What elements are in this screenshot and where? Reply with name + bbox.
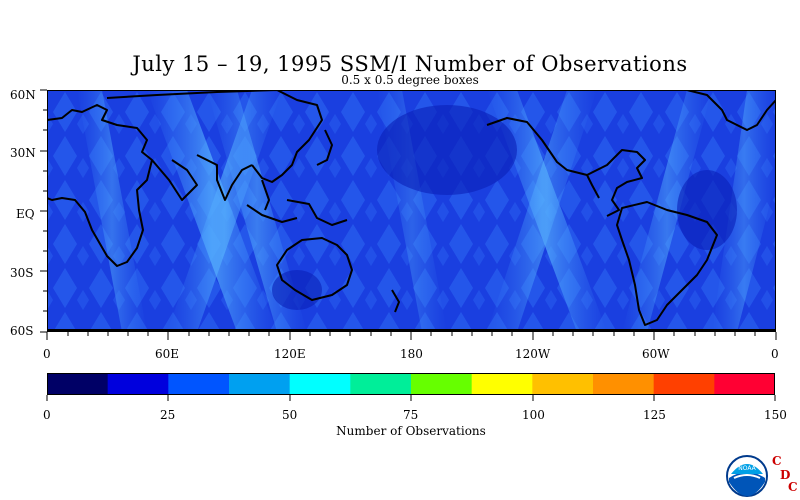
- lon-label-120e: 120E: [274, 347, 306, 361]
- colorbar-tick-50: 50: [282, 408, 298, 422]
- colorbar-title: Number of Observations: [336, 424, 486, 438]
- logo-letter-c2: C: [788, 480, 798, 494]
- lon-label-0: 0: [43, 347, 51, 361]
- colorbar-swatch: [653, 373, 715, 395]
- noaa-cdc-logo: NOAA C D C: [726, 454, 798, 497]
- coastlines: [47, 90, 776, 331]
- colorbar-frame: [47, 373, 775, 395]
- colorbar-swatch: [714, 373, 775, 395]
- colorbar-tick-0: 0: [43, 408, 51, 422]
- lon-label-60w: 60W: [642, 347, 670, 361]
- lat-label-30n: 30N: [10, 146, 36, 160]
- logo-letter-d: D: [780, 468, 790, 482]
- colorbar-swatch: [289, 373, 351, 395]
- colorbar-tick-125: 125: [643, 408, 666, 422]
- colorbar-swatch: [471, 373, 533, 395]
- colorbar-swatch: [411, 373, 473, 395]
- observation-map: [47, 90, 776, 332]
- lon-label-180: 180: [400, 347, 423, 361]
- colorbar-tick-75: 75: [403, 408, 419, 422]
- colorbar-swatch: [229, 373, 291, 395]
- colorbar: [47, 373, 775, 395]
- lat-label-60n: 60N: [10, 88, 36, 102]
- colorbar-tick-100: 100: [522, 408, 545, 422]
- map-title: July 15 – 19, 1995 SSM/I Number of Obser…: [132, 52, 688, 76]
- logo-agency-text: NOAA: [738, 465, 756, 472]
- lat-label-30s: 30S: [10, 266, 34, 280]
- colorbar-tick-25: 25: [160, 408, 176, 422]
- logo-letter-c1: C: [772, 454, 782, 468]
- colorbar-swatch: [47, 373, 109, 395]
- map-frame: [47, 90, 776, 332]
- colorbar-swatch: [593, 373, 655, 395]
- lat-label-60s: 60S: [10, 324, 34, 338]
- lon-label-60e: 60E: [155, 347, 180, 361]
- lon-label-120w: 120W: [515, 347, 551, 361]
- colorbar-swatch: [350, 373, 412, 395]
- colorbar-swatch: [168, 373, 230, 395]
- lon-label-0-east: 0: [771, 347, 779, 361]
- colorbar-swatch: [532, 373, 594, 395]
- colorbar-tick-150: 150: [764, 408, 787, 422]
- map-subtitle: 0.5 x 0.5 degree boxes: [341, 73, 479, 87]
- colorbar-swatch: [107, 373, 169, 395]
- swath-bands: [77, 90, 776, 332]
- lat-label-eq: EQ: [16, 207, 35, 221]
- map-field: [47, 90, 776, 332]
- low-count-regions: [272, 105, 737, 310]
